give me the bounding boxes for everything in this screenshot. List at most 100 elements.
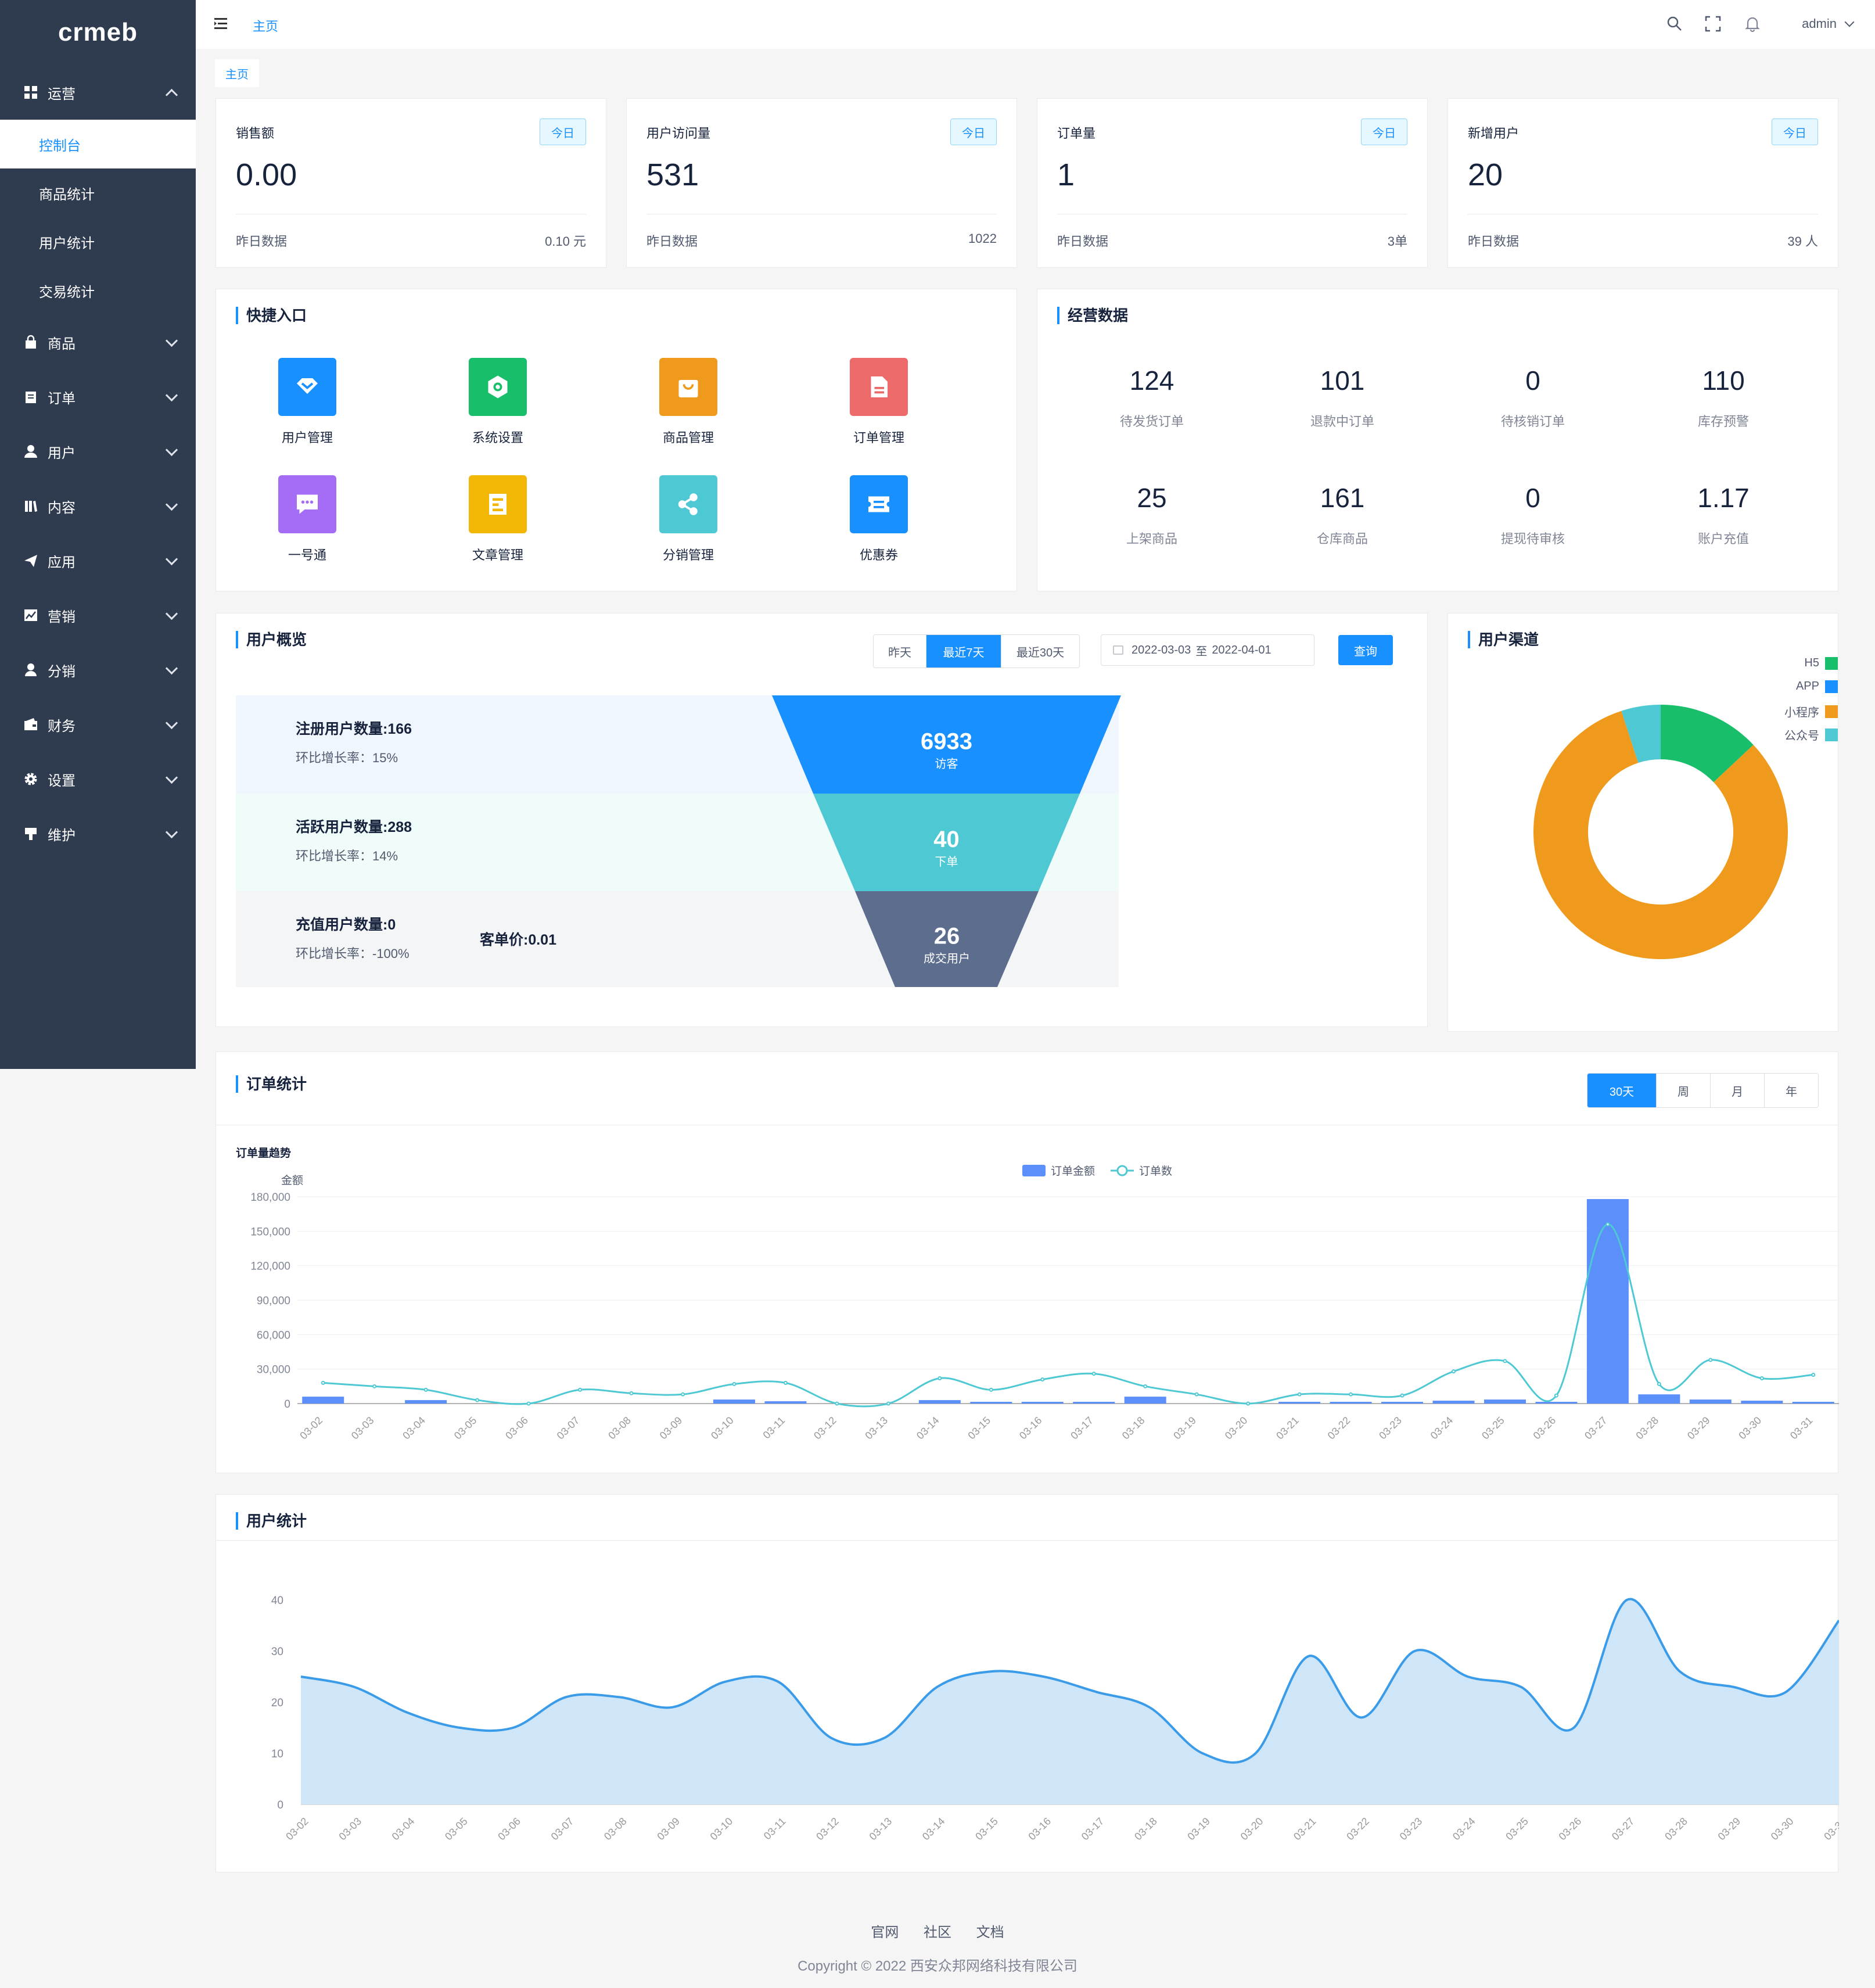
order-range-button-2[interactable]: 月 <box>1711 1074 1765 1107</box>
sidebar-item-6[interactable]: 营销 <box>0 588 196 643</box>
line-point[interactable] <box>1554 1393 1558 1398</box>
footer-link[interactable]: 文档 <box>976 1925 1004 1940</box>
quick-entry-item[interactable]: 一号通 <box>243 475 371 564</box>
sidebar-item-0[interactable]: 运营 <box>0 65 196 120</box>
legend-bar-label[interactable]: 订单金额 <box>1051 1165 1095 1178</box>
line-point[interactable] <box>1143 1384 1148 1388</box>
line-point[interactable] <box>886 1401 890 1406</box>
donut-slice[interactable] <box>1661 705 1754 783</box>
bar[interactable] <box>1278 1402 1321 1404</box>
overview-range-button-1[interactable]: 最近7天 <box>926 635 1001 668</box>
channel-legend-item[interactable]: 小程序 <box>1784 703 1838 720</box>
operation-item[interactable]: 161 仓库商品 <box>1267 482 1418 547</box>
menu-toggle-icon[interactable] <box>213 15 231 33</box>
bar[interactable] <box>1484 1400 1526 1404</box>
operation-item[interactable]: 124 待发货订单 <box>1076 365 1227 430</box>
line-point[interactable] <box>1503 1359 1507 1363</box>
line-point[interactable] <box>629 1391 634 1395</box>
sidebar-item-10[interactable]: 维护 <box>0 806 196 861</box>
sidebar-item-8[interactable]: 财务 <box>0 697 196 752</box>
fullscreen-icon[interactable] <box>1704 15 1722 33</box>
bar[interactable] <box>405 1400 447 1404</box>
bar[interactable] <box>1330 1402 1372 1404</box>
quick-entry-item[interactable]: 文章管理 <box>434 475 562 564</box>
legend-line-label[interactable]: 订单数 <box>1139 1165 1172 1178</box>
sidebar-subitem-0[interactable]: 控制台 <box>0 120 196 168</box>
overview-range-button-2[interactable]: 最近30天 <box>1001 635 1079 668</box>
line-point[interactable] <box>1297 1392 1302 1397</box>
operation-item[interactable]: 25 上架商品 <box>1076 482 1227 547</box>
channel-legend-item[interactable]: 公众号 <box>1784 726 1838 743</box>
line-point[interactable] <box>423 1387 428 1392</box>
bar[interactable] <box>970 1402 1012 1404</box>
sidebar-subitem-3[interactable]: 交易统计 <box>0 266 196 315</box>
sidebar-item-7[interactable]: 分销 <box>0 643 196 697</box>
operation-item[interactable]: 110 库存预警 <box>1648 365 1799 430</box>
sidebar-item-1[interactable]: 商品 <box>0 315 196 369</box>
line-point[interactable] <box>578 1387 583 1392</box>
operation-item[interactable]: 0 待核销订单 <box>1457 365 1608 430</box>
sidebar-item-3[interactable]: 用户 <box>0 424 196 479</box>
bar[interactable] <box>302 1397 344 1404</box>
sidebar-item-5[interactable]: 应用 <box>0 533 196 588</box>
overview-range-button-0[interactable]: 昨天 <box>874 635 926 668</box>
quick-entry-item[interactable]: 用户管理 <box>243 358 371 446</box>
bar[interactable] <box>1741 1401 1783 1404</box>
breadcrumb[interactable]: 主页 <box>253 19 279 34</box>
sidebar-item-2[interactable]: 订单 <box>0 369 196 424</box>
quick-entry-item[interactable]: 分销管理 <box>624 475 752 564</box>
line-point[interactable] <box>321 1380 325 1385</box>
quick-entry-item[interactable]: 系统设置 <box>434 358 562 446</box>
line-point[interactable] <box>1605 1222 1610 1226</box>
search-icon[interactable] <box>1666 15 1683 33</box>
bar[interactable] <box>1689 1400 1732 1404</box>
bar[interactable] <box>1535 1402 1578 1404</box>
footer-link[interactable]: 官网 <box>871 1925 899 1940</box>
bar[interactable] <box>713 1400 755 1404</box>
sidebar-subitem-1[interactable]: 商品统计 <box>0 168 196 217</box>
operation-item[interactable]: 101 退款中订单 <box>1267 365 1418 430</box>
bell-icon[interactable] <box>1744 15 1761 33</box>
user-menu[interactable]: admin <box>1802 16 1837 31</box>
sidebar-subitem-2[interactable]: 用户统计 <box>0 217 196 266</box>
order-range-button-3[interactable]: 年 <box>1765 1074 1818 1107</box>
bar[interactable] <box>1792 1402 1834 1404</box>
line-point[interactable] <box>1657 1381 1661 1386</box>
line-point[interactable] <box>526 1401 531 1406</box>
operation-item[interactable]: 0 提现待审核 <box>1457 482 1608 547</box>
query-button[interactable]: 查询 <box>1338 635 1393 665</box>
bar[interactable] <box>1432 1401 1475 1404</box>
line-point[interactable] <box>1091 1372 1096 1376</box>
tab-home[interactable]: 主页 <box>215 59 259 87</box>
bar[interactable] <box>1021 1402 1064 1404</box>
line-point[interactable] <box>1452 1369 1456 1374</box>
quick-entry-item[interactable]: 商品管理 <box>624 358 752 446</box>
line-point[interactable] <box>1400 1393 1405 1398</box>
line-point[interactable] <box>1349 1392 1353 1397</box>
line-point[interactable] <box>835 1401 839 1406</box>
line-point[interactable] <box>372 1384 377 1388</box>
logo[interactable]: crmeb <box>0 0 196 65</box>
order-range-button-1[interactable]: 周 <box>1657 1074 1711 1107</box>
quick-entry-item[interactable]: 订单管理 <box>815 358 943 446</box>
order-range-button-0[interactable]: 30天 <box>1587 1074 1657 1107</box>
bar[interactable] <box>1073 1402 1115 1404</box>
line-point[interactable] <box>783 1380 788 1385</box>
footer-link[interactable]: 社区 <box>924 1925 951 1940</box>
line-point[interactable] <box>1759 1376 1764 1380</box>
quick-entry-item[interactable]: 优惠券 <box>815 475 943 564</box>
bar[interactable] <box>1381 1402 1424 1404</box>
line-point[interactable] <box>989 1387 993 1392</box>
bar[interactable] <box>1638 1394 1680 1404</box>
line-point[interactable] <box>732 1381 737 1386</box>
line-point[interactable] <box>1194 1392 1199 1397</box>
operation-item[interactable]: 1.17 账户充值 <box>1648 482 1799 547</box>
bar[interactable] <box>764 1401 807 1404</box>
donut-slice[interactable] <box>1533 710 1788 959</box>
chevron-down-icon[interactable] <box>1844 17 1855 27</box>
line-point[interactable] <box>475 1398 480 1402</box>
line-point[interactable] <box>1708 1358 1713 1362</box>
sidebar-item-4[interactable]: 内容 <box>0 479 196 533</box>
line-point[interactable] <box>1246 1401 1251 1406</box>
bar[interactable] <box>1586 1198 1629 1404</box>
